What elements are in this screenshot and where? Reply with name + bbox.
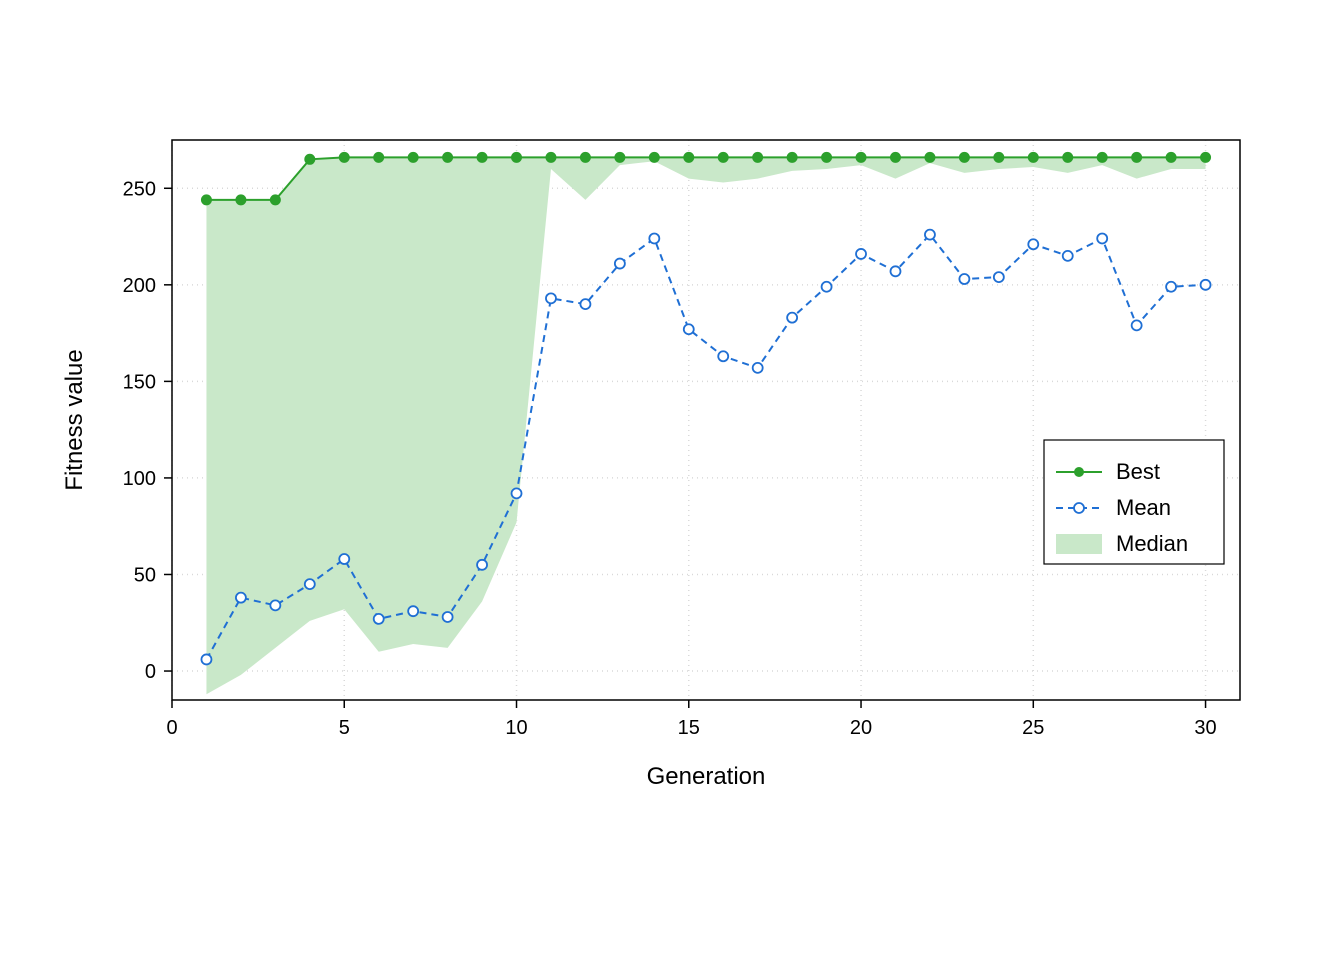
x-tick-label: 30 <box>1194 717 1216 739</box>
legend-label-median: Median <box>1116 531 1188 556</box>
x-axis-ticks: 0 5 10 15 20 25 30 <box>166 700 1216 739</box>
legend-label-mean: Mean <box>1116 495 1171 520</box>
y-tick-label: 0 <box>145 661 156 683</box>
y-tick-label: 150 <box>123 371 156 393</box>
y-tick-label: 100 <box>123 468 156 490</box>
x-tick-label: 25 <box>1022 717 1044 739</box>
x-tick-label: 15 <box>678 717 700 739</box>
fitness-chart: 051015202530 050100150200250 Generation … <box>0 0 1344 960</box>
x-tick-label: 10 <box>505 717 527 739</box>
x-tick-label: 0 <box>166 717 177 739</box>
legend: Best Mean Median <box>1044 440 1224 564</box>
legend-label-best: Best <box>1116 459 1160 484</box>
x-tick-label: 5 <box>339 717 350 739</box>
y-tick-label: 50 <box>134 564 156 586</box>
chart-svg: 051015202530 050100150200250 Generation … <box>0 0 1344 960</box>
y-axis-ticks: 0 50 100 150 200 250 <box>123 178 172 683</box>
x-tick-label: 20 <box>850 717 872 739</box>
y-axis-label: Fitness value <box>61 349 88 490</box>
y-tick-label: 250 <box>123 178 156 200</box>
y-tick-label: 200 <box>123 275 156 297</box>
x-axis-label: Generation <box>647 763 766 790</box>
